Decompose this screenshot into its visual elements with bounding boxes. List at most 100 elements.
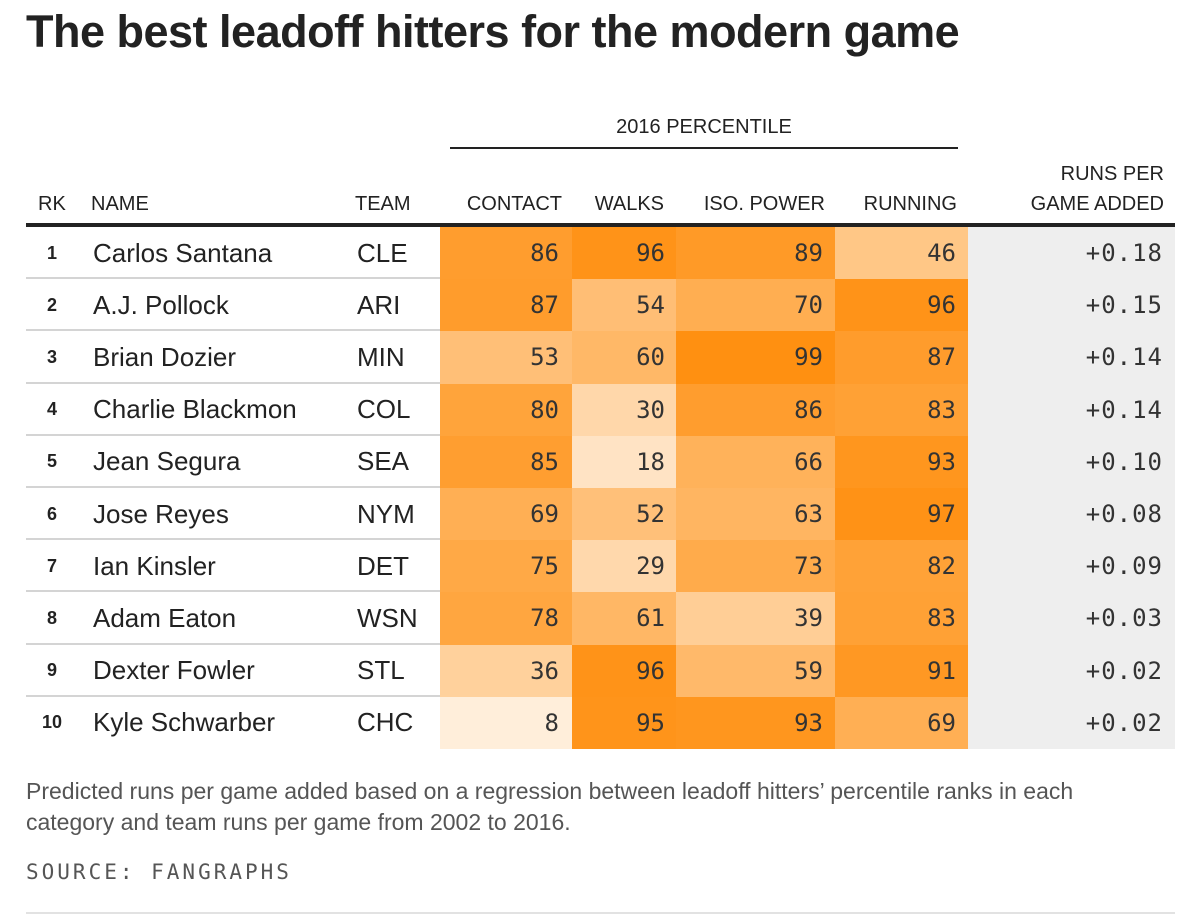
table-row: 2 A.J. Pollock ARI 87 54 70 96 +0.15 <box>26 279 1175 332</box>
player-name: Kyle Schwarber <box>93 707 276 738</box>
row-divider <box>26 642 440 645</box>
footer-rule <box>26 912 1175 914</box>
table-row: 8 Adam Eaton WSN 78 61 39 83 +0.03 <box>26 592 1175 645</box>
runs-added-cell: +0.18 <box>968 227 1175 280</box>
running-cell: 46 <box>835 227 968 280</box>
header-running: RUNNING <box>863 193 957 215</box>
contact-cell: 53 <box>440 331 572 384</box>
row-divider <box>26 277 440 280</box>
running-cell: 82 <box>835 540 968 593</box>
player-name: Ian Kinsler <box>93 550 216 581</box>
percentile-group-label: 2016 PERCENTILE <box>616 116 792 138</box>
table-row: 4 Charlie Blackmon COL 80 30 86 83 +0.14 <box>26 383 1175 436</box>
player-name: Brian Dozier <box>93 341 237 372</box>
rank-cell: 9 <box>46 660 57 681</box>
iso-power-cell: 39 <box>676 592 835 645</box>
running-cell: 83 <box>835 592 968 645</box>
player-name: Adam Eaton <box>93 602 237 633</box>
player-name: Dexter Fowler <box>93 655 255 686</box>
team-cell: CHC <box>357 707 414 738</box>
header-iso-power: ISO. POWER <box>703 193 825 215</box>
header-runs-line1: RUNS PER <box>1060 163 1164 185</box>
header-rule <box>26 223 1175 227</box>
header-contact: CONTACT <box>466 193 562 215</box>
contact-cell: 69 <box>440 487 572 541</box>
rank-cell: 5 <box>46 451 57 472</box>
header-rk: RK <box>38 193 66 215</box>
runs-added-cell: +0.15 <box>968 279 1175 332</box>
team-cell: NYM <box>357 498 415 529</box>
team-cell: STL <box>357 655 405 686</box>
walks-cell: 61 <box>572 592 676 645</box>
contact-cell: 8 <box>440 696 572 749</box>
footnote: Predicted runs per game added based on a… <box>26 778 1074 835</box>
team-cell: ARI <box>357 289 401 320</box>
contact-cell: 78 <box>440 592 572 645</box>
chart-title: The best leadoff hitters for the modern … <box>26 6 960 57</box>
iso-power-cell: 59 <box>676 644 835 697</box>
iso-power-cell: 93 <box>676 696 835 749</box>
rank-cell: 4 <box>46 399 57 420</box>
contact-cell: 36 <box>440 644 572 697</box>
runs-added-cell: +0.02 <box>968 644 1175 697</box>
running-cell: 97 <box>835 487 968 541</box>
iso-power-cell: 99 <box>676 331 835 384</box>
iso-power-cell: 89 <box>676 227 835 280</box>
contact-cell: 75 <box>440 540 572 593</box>
iso-power-cell: 66 <box>676 435 835 488</box>
rank-cell: 6 <box>46 503 57 524</box>
running-cell: 83 <box>835 383 968 436</box>
team-cell: CLE <box>357 237 408 268</box>
header-team: TEAM <box>355 193 411 215</box>
walks-cell: 54 <box>572 279 676 332</box>
iso-power-cell: 70 <box>676 279 835 332</box>
team-cell: COL <box>357 394 411 425</box>
table-row: 10 Kyle Schwarber CHC 8 95 93 69 +0.02 <box>26 696 1175 749</box>
table-row: 5 Jean Segura SEA 85 18 66 93 +0.10 <box>26 435 1175 488</box>
runs-added-cell: +0.02 <box>968 696 1175 749</box>
iso-power-cell: 63 <box>676 487 835 541</box>
rank-cell: 1 <box>46 242 57 263</box>
header-walks: WALKS <box>594 193 664 215</box>
contact-cell: 86 <box>440 227 572 280</box>
table-row: 3 Brian Dozier MIN 53 60 99 87 +0.14 <box>26 331 1175 384</box>
player-name: Jose Reyes <box>93 498 229 529</box>
player-name: Jean Segura <box>93 446 241 477</box>
iso-power-cell: 86 <box>676 383 835 436</box>
runs-added-cell: +0.03 <box>968 592 1175 645</box>
rank-cell: 2 <box>46 294 57 315</box>
contact-cell: 85 <box>440 435 572 488</box>
rank-cell: 3 <box>46 346 57 367</box>
table-row: 9 Dexter Fowler STL 36 96 59 91 +0.02 <box>26 644 1175 697</box>
table-row: 1 Carlos Santana CLE 86 96 89 46 +0.18 <box>26 227 1175 280</box>
rank-cell: 10 <box>41 712 63 733</box>
row-divider <box>26 433 440 436</box>
team-cell: SEA <box>357 446 410 477</box>
walks-cell: 52 <box>572 487 676 541</box>
source-credit: SOURCE: FANGRAPHS <box>26 860 292 884</box>
walks-cell: 96 <box>572 227 676 280</box>
player-name: Carlos Santana <box>93 237 273 268</box>
runs-added-cell: +0.08 <box>968 487 1175 541</box>
player-name: Charlie Blackmon <box>93 394 297 425</box>
walks-cell: 18 <box>572 435 676 488</box>
row-divider <box>26 381 440 384</box>
row-divider <box>26 485 440 488</box>
header-runs-per-game: RUNS PER GAME ADDED <box>980 159 1164 219</box>
row-divider <box>26 538 440 541</box>
row-divider <box>26 694 440 697</box>
leadoff-table: 1 Carlos Santana CLE 86 96 89 46 +0.18 2 A.J. Pol… <box>26 227 1175 749</box>
running-cell: 69 <box>835 696 968 749</box>
walks-cell: 29 <box>572 540 676 593</box>
walks-cell: 60 <box>572 331 676 384</box>
player-name: A.J. Pollock <box>93 289 229 320</box>
table-row: 7 Ian Kinsler DET 75 29 73 82 +0.09 <box>26 540 1175 593</box>
table-row: 6 Jose Reyes NYM 69 52 63 97 +0.08 <box>26 487 1175 541</box>
percentile-group-rule <box>450 147 958 149</box>
walks-cell: 96 <box>572 644 676 697</box>
team-cell: WSN <box>357 602 418 633</box>
header-runs-line2: GAME ADDED <box>1030 193 1164 215</box>
row-divider <box>26 590 440 593</box>
contact-cell: 80 <box>440 383 572 436</box>
rank-cell: 7 <box>46 555 57 576</box>
